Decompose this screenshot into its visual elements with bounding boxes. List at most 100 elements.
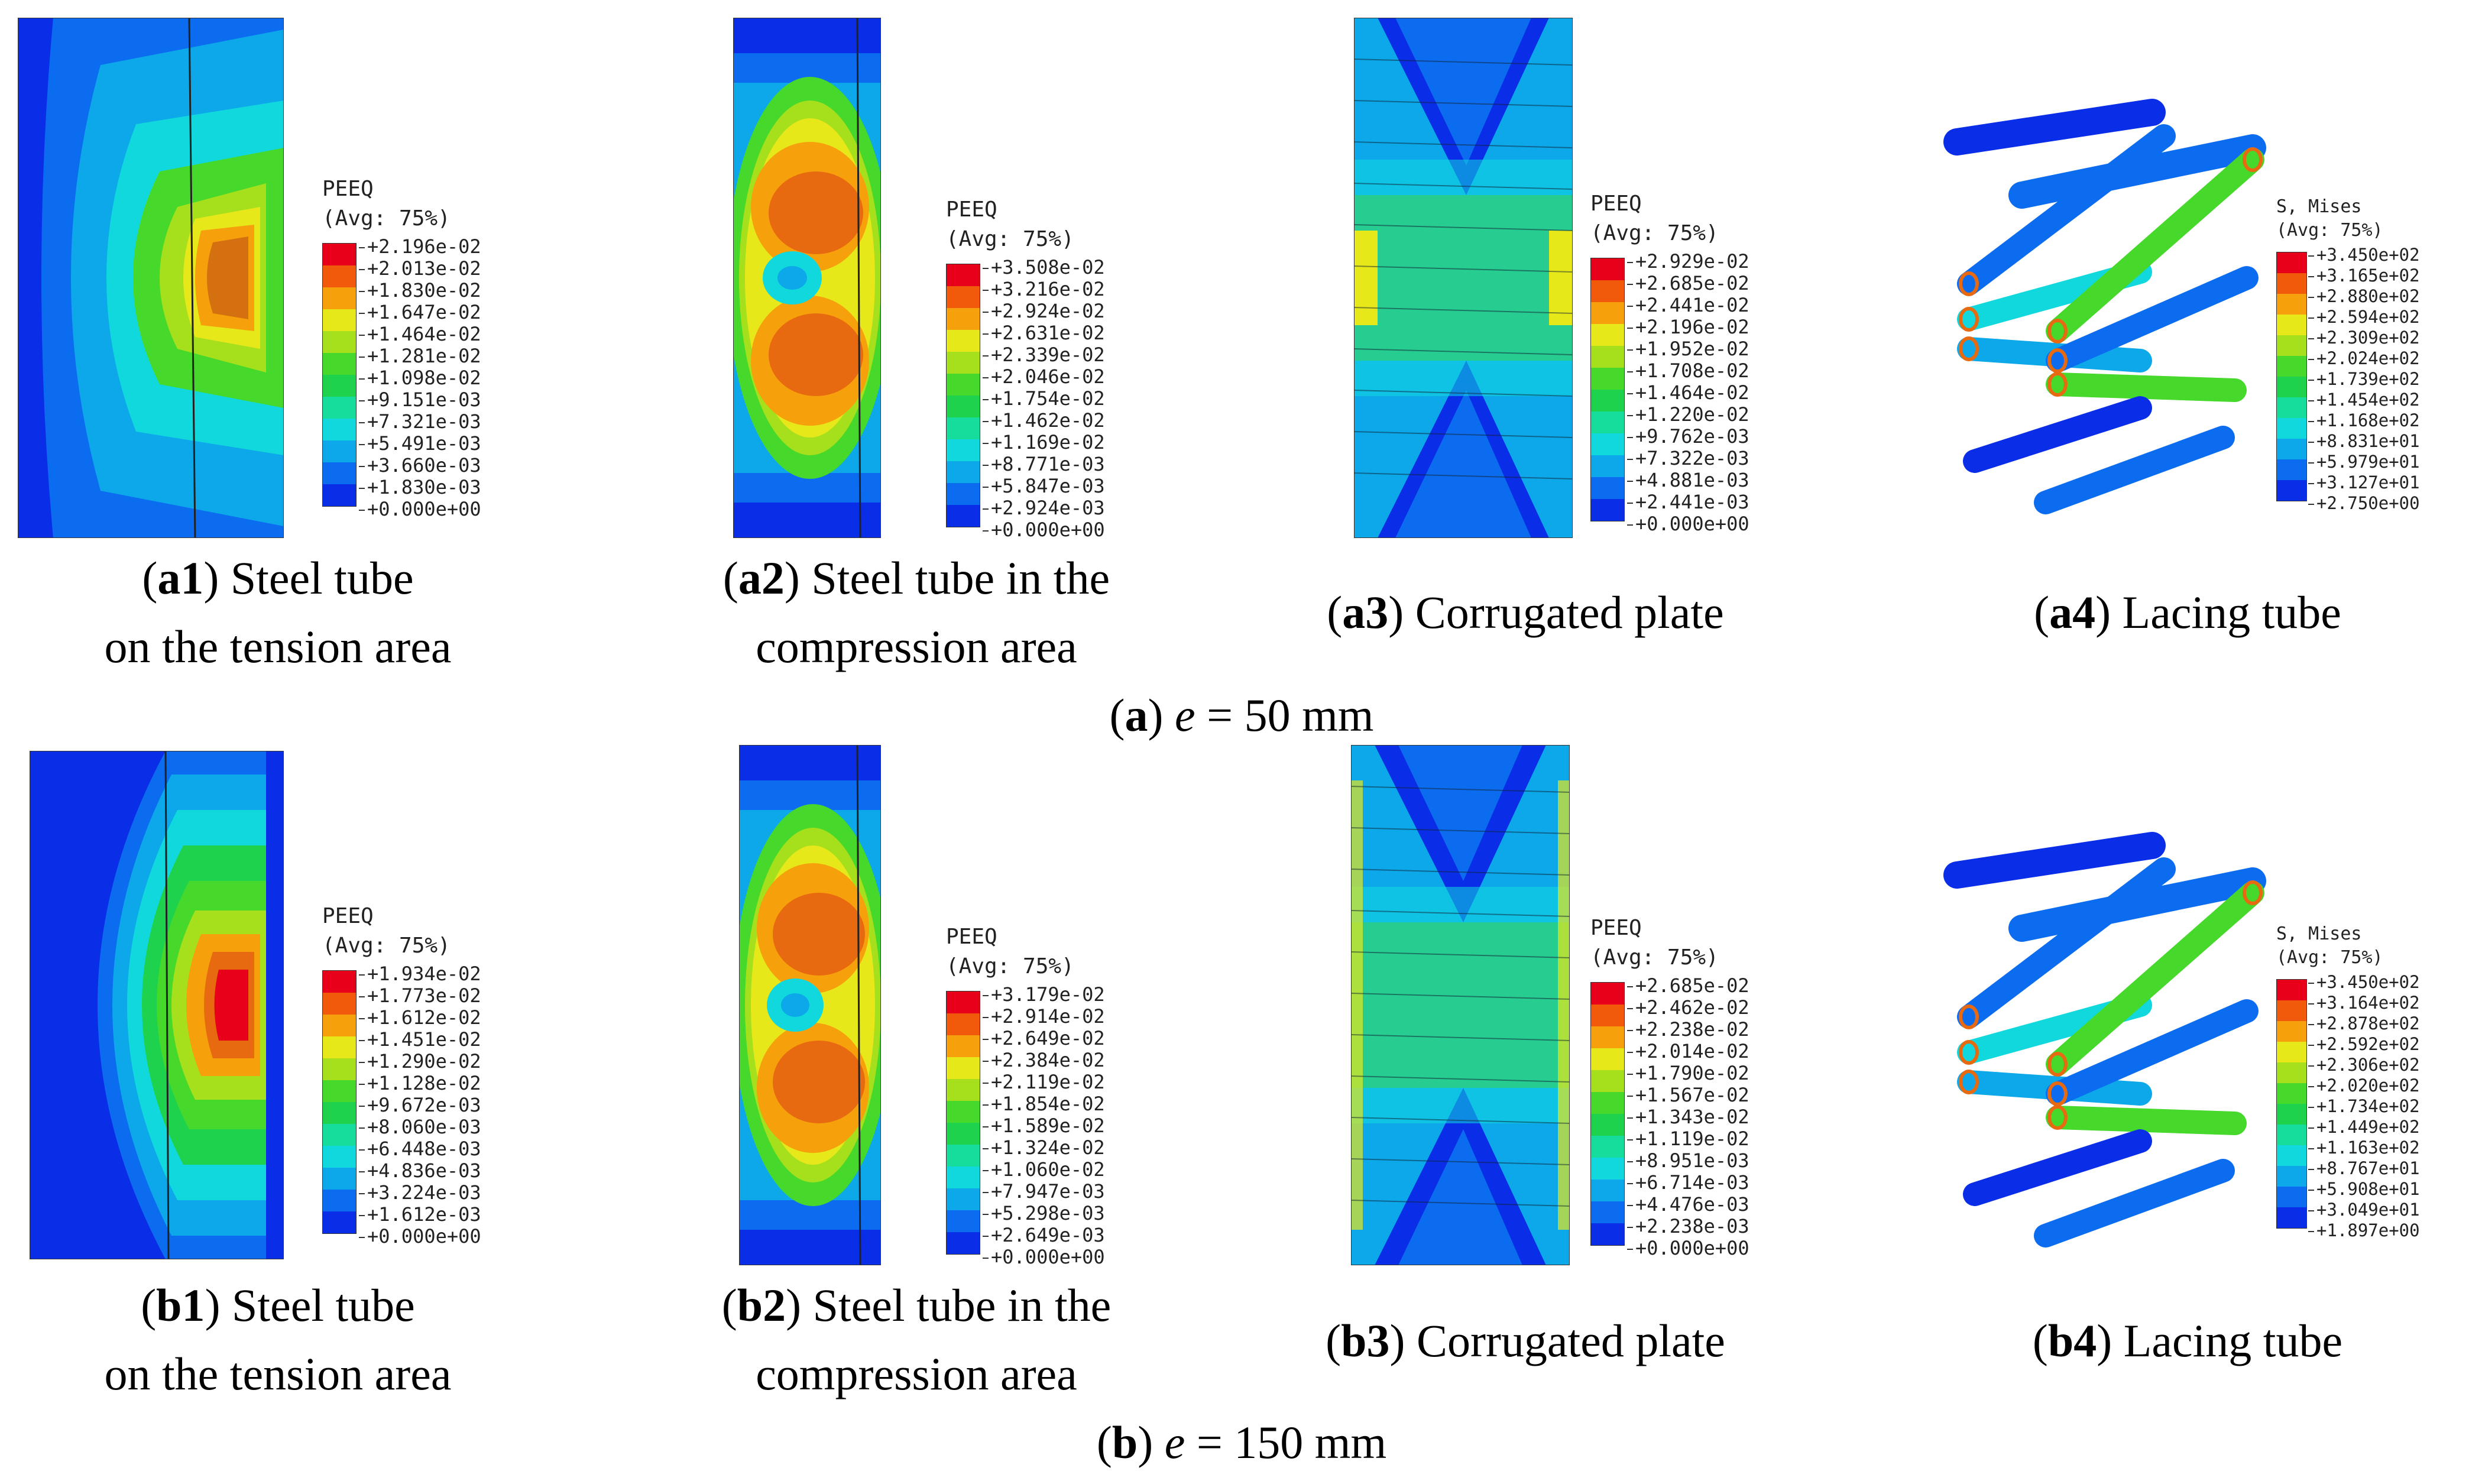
legend-a1: PEEQ (Avg: 75%) +2.196e-02 +2.013e-02 +1… [322, 174, 481, 520]
legend-swatch [323, 1168, 356, 1190]
contour-b3-corrugated-plate [1351, 745, 1570, 1265]
legend-swatch [1591, 1026, 1624, 1048]
group-caption-b: (b) e = 150 mm [1096, 1417, 1387, 1468]
legend-title: PEEQ [946, 197, 997, 222]
caption-b4: (b4) Lacing tube [2032, 1315, 2343, 1366]
legend-swatch [1591, 280, 1624, 302]
legend-swatch [2277, 1125, 2306, 1145]
legend-swatch [947, 264, 980, 286]
legend-swatch [323, 375, 356, 397]
legend-swatch [947, 1188, 980, 1210]
legend-colorbar [1590, 982, 1625, 1246]
legend-b3: PEEQ (Avg: 75%) +2.685e-02 +2.462e-02 +2… [1590, 913, 1749, 1259]
legend-values: +2.929e-02 +2.685e-02 +2.441e-02 +2.196e… [1627, 251, 1749, 535]
legend-subtitle: (Avg: 75%) [322, 934, 451, 958]
legend-swatch [1591, 1005, 1624, 1026]
legend-swatch [947, 352, 980, 374]
legend-swatch [947, 1013, 980, 1035]
legend-swatch [2277, 273, 2306, 294]
legend-swatch [1591, 324, 1624, 346]
legend-title: S, Mises [2276, 924, 2362, 944]
legend-swatch [323, 331, 356, 353]
legend-swatch [1591, 302, 1624, 324]
caption-b3: (b3) Corrugated plate [1326, 1315, 1725, 1366]
legend-swatch [323, 484, 356, 506]
legend-swatch [947, 1035, 980, 1057]
caption-a3: (a3) Corrugated plate [1327, 587, 1724, 638]
legend-swatch [947, 308, 980, 330]
legend-swatch [947, 1101, 980, 1123]
legend-swatch [947, 330, 980, 352]
contour-a3-corrugated-plate [1354, 18, 1573, 538]
legend-swatch [323, 353, 356, 375]
legend-swatch [947, 1079, 980, 1101]
legend-swatch [1591, 411, 1624, 433]
legend-swatch [323, 1015, 356, 1036]
legend-swatch [323, 419, 356, 440]
legend-title: PEEQ [322, 177, 374, 201]
legend-swatch [947, 1210, 980, 1232]
contour-b1-tube-tension [30, 751, 284, 1259]
legend-subtitle: (Avg: 75%) [946, 227, 1074, 251]
legend-swatch [2277, 1062, 2306, 1083]
legend-swatch [1591, 1092, 1624, 1114]
legend-values: +3.508e-02 +3.216e-02 +2.924e-02 +2.631e… [983, 257, 1105, 541]
legend-values: +1.934e-02 +1.773e-02 +1.612e-02 +1.451e… [359, 963, 481, 1248]
legend-colorbar [322, 243, 357, 507]
legend-values: +2.685e-02 +2.462e-02 +2.238e-02 +2.014e… [1627, 975, 1749, 1259]
legend-subtitle: (Avg: 75%) [1590, 221, 1719, 245]
legend-colorbar [2276, 979, 2307, 1229]
legend-swatch [2277, 480, 2306, 501]
legend-swatch [947, 461, 980, 483]
legend-swatch [947, 286, 980, 308]
legend-swatch [1591, 983, 1624, 1005]
legend-swatch [947, 439, 980, 461]
legend-swatch [1591, 1158, 1624, 1180]
legend-swatch [2277, 1166, 2306, 1187]
legend-swatch [947, 1123, 980, 1145]
legend-swatch [323, 1146, 356, 1168]
legend-swatch [1591, 1223, 1624, 1245]
contour-a2-tube-compression [733, 18, 881, 538]
legend-swatch [2277, 335, 2306, 356]
legend-swatch [323, 287, 356, 309]
legend-swatch [323, 244, 356, 265]
legend-swatch [323, 1036, 356, 1058]
legend-swatch [1591, 455, 1624, 477]
legend-swatch [947, 417, 980, 439]
legend-swatch [323, 397, 356, 419]
legend-swatch [2277, 1083, 2306, 1104]
legend-swatch [1591, 1070, 1624, 1092]
legend-b4: S, Mises (Avg: 75%) +3.450e+02 +3.164e+0… [2276, 922, 2420, 1240]
legend-swatch [1591, 1048, 1624, 1070]
legend-subtitle: (Avg: 75%) [2276, 220, 2383, 241]
legend-swatch [947, 505, 980, 527]
legend-subtitle: (Avg: 75%) [2276, 947, 2383, 968]
legend-swatch [947, 992, 980, 1013]
legend-swatch [947, 1145, 980, 1167]
legend-swatch [2277, 294, 2306, 315]
legend-swatch [947, 483, 980, 505]
legend-colorbar [946, 264, 980, 527]
legend-swatch [2277, 356, 2306, 377]
contour-a1-tube-tension [18, 18, 284, 538]
legend-swatch [2277, 1042, 2306, 1062]
legend-colorbar [322, 970, 357, 1234]
caption-b1: (b1) Steel tube on the tension area [104, 1279, 452, 1399]
legend-swatch [2277, 1145, 2306, 1166]
legend-swatch [947, 1057, 980, 1079]
legend-swatch [323, 1124, 356, 1146]
legend-swatch [323, 440, 356, 462]
legend-swatch [2277, 252, 2306, 273]
legend-a4: S, Mises (Avg: 75%) +3.450e+02 +3.165e+0… [2276, 195, 2420, 513]
legend-a3: PEEQ (Avg: 75%) +2.929e-02 +2.685e-02 +2… [1590, 189, 1749, 535]
legend-swatch [947, 1167, 980, 1188]
legend-values: +3.450e+02 +3.164e+02 +2.878e+02 +2.592e… [2308, 972, 2420, 1241]
legend-swatch [1591, 499, 1624, 521]
contour-a4-lacing-tubes [1939, 95, 2270, 526]
legend-swatch [323, 309, 356, 331]
legend-swatch [1591, 258, 1624, 280]
legend-swatch [2277, 980, 2306, 1000]
legend-b2: PEEQ (Avg: 75%) +3.179e-02 +2.914e-02 +2… [946, 922, 1105, 1268]
legend-swatch [2277, 315, 2306, 335]
